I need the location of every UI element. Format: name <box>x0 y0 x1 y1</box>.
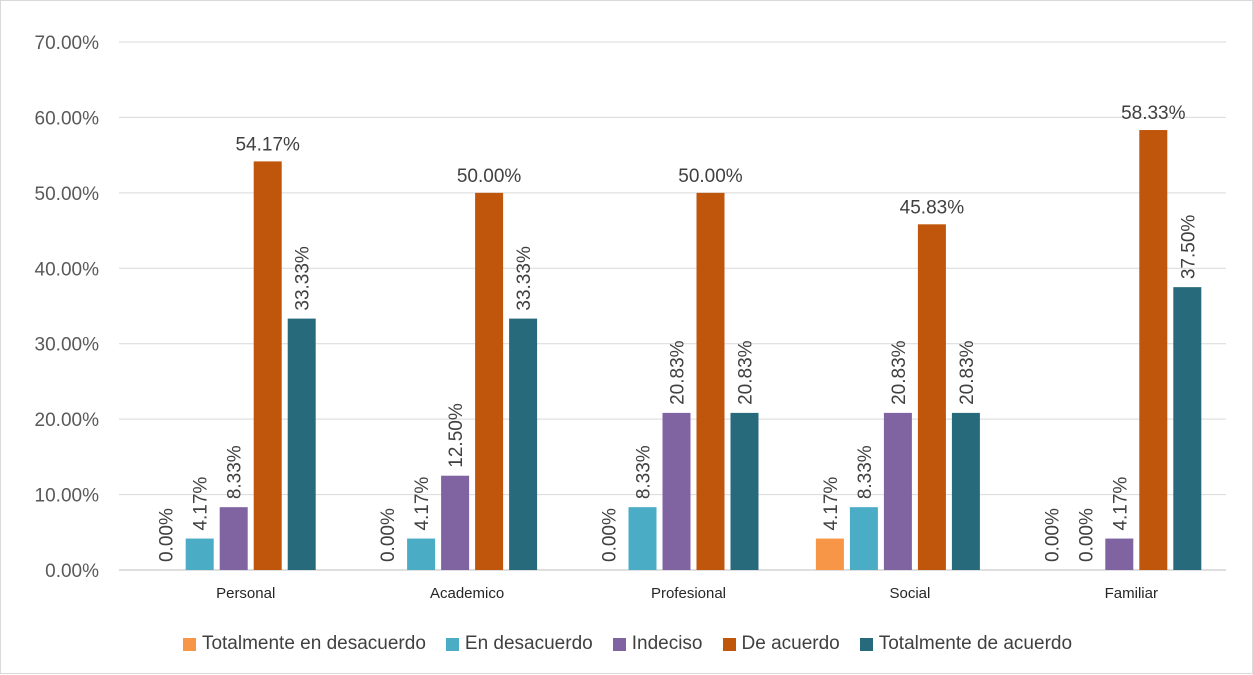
legend-item: Indeciso <box>612 633 703 655</box>
data-label: 0.00% <box>1042 508 1063 562</box>
bar <box>509 318 538 570</box>
y-tick-label: 70.00% <box>35 33 100 54</box>
bar <box>730 412 759 570</box>
legend-swatch <box>445 637 459 651</box>
data-label: 20.83% <box>957 340 978 405</box>
bar <box>917 224 946 570</box>
y-tick-label: 60.00% <box>35 108 100 129</box>
data-label: 33.33% <box>514 246 535 311</box>
data-label: 45.83% <box>900 197 965 218</box>
y-tick-label: 30.00% <box>35 335 100 356</box>
bar <box>475 192 504 570</box>
x-tick-label: Personal <box>216 585 275 602</box>
y-tick-label: 40.00% <box>35 259 100 280</box>
data-label: 0.00% <box>600 508 621 562</box>
bar <box>253 161 282 570</box>
x-tick-label: Social <box>889 585 930 602</box>
bar <box>185 538 214 570</box>
legend: Totalmente en desacuerdo En desacuerdo Ind… <box>1 629 1253 659</box>
legend-label: Indeciso <box>631 633 703 654</box>
bar <box>951 412 980 570</box>
x-tick-label: Familiar <box>1105 585 1158 602</box>
data-label: 58.33% <box>1121 103 1186 124</box>
legend-item: Totalmente en desacuerdo <box>182 633 426 655</box>
y-tick-label: 20.00% <box>35 410 100 431</box>
data-label: 50.00% <box>678 166 743 187</box>
bar <box>441 475 470 570</box>
bar <box>1105 538 1134 570</box>
legend-label: Totalmente en desacuerdo <box>201 633 426 654</box>
data-label: 37.50% <box>1178 215 1199 280</box>
data-label: 0.00% <box>378 508 399 562</box>
legend-swatch <box>612 637 626 651</box>
legend-swatch <box>182 637 196 651</box>
data-label: 20.83% <box>668 340 689 405</box>
legend-label: De acuerdo <box>741 633 840 654</box>
data-label: 8.33% <box>225 445 246 499</box>
data-label: 20.83% <box>889 340 910 405</box>
x-tick-label: Profesional <box>651 585 726 602</box>
data-label: 54.17% <box>235 134 300 155</box>
bar <box>628 507 657 570</box>
x-tick-label: Academico <box>430 585 504 602</box>
data-label: 50.00% <box>457 166 522 187</box>
data-label: 4.17% <box>821 477 842 531</box>
y-tick-label: 50.00% <box>35 184 100 205</box>
y-tick-label: 0.00% <box>45 561 99 582</box>
legend-item: Totalmente de acuerdo <box>859 633 1073 655</box>
legend-item: En desacuerdo <box>445 633 593 655</box>
bar <box>219 507 248 570</box>
legend-label: En desacuerdo <box>464 633 593 654</box>
data-label: 12.50% <box>446 403 467 468</box>
data-label: 0.00% <box>1076 508 1097 562</box>
data-label: 8.33% <box>855 445 876 499</box>
data-label: 4.17% <box>412 477 433 531</box>
bar <box>849 507 878 570</box>
legend-swatch <box>859 637 873 651</box>
data-label: 4.17% <box>191 477 212 531</box>
data-label: 8.33% <box>634 445 655 499</box>
data-label: 33.33% <box>293 246 314 311</box>
bar <box>1173 287 1202 570</box>
y-tick-label: 10.00% <box>35 486 100 507</box>
legend-swatch <box>722 637 736 651</box>
bar <box>662 412 691 570</box>
bar <box>1139 130 1168 570</box>
legend-item: De acuerdo <box>722 633 840 655</box>
bar <box>287 318 316 570</box>
data-label: 20.83% <box>736 340 757 405</box>
bar <box>815 538 844 570</box>
bar <box>696 192 725 570</box>
bar <box>883 412 912 570</box>
data-label: 0.00% <box>157 508 178 562</box>
bar <box>407 538 436 570</box>
legend-label: Totalmente de acuerdo <box>878 633 1073 654</box>
data-label: 4.17% <box>1110 477 1131 531</box>
